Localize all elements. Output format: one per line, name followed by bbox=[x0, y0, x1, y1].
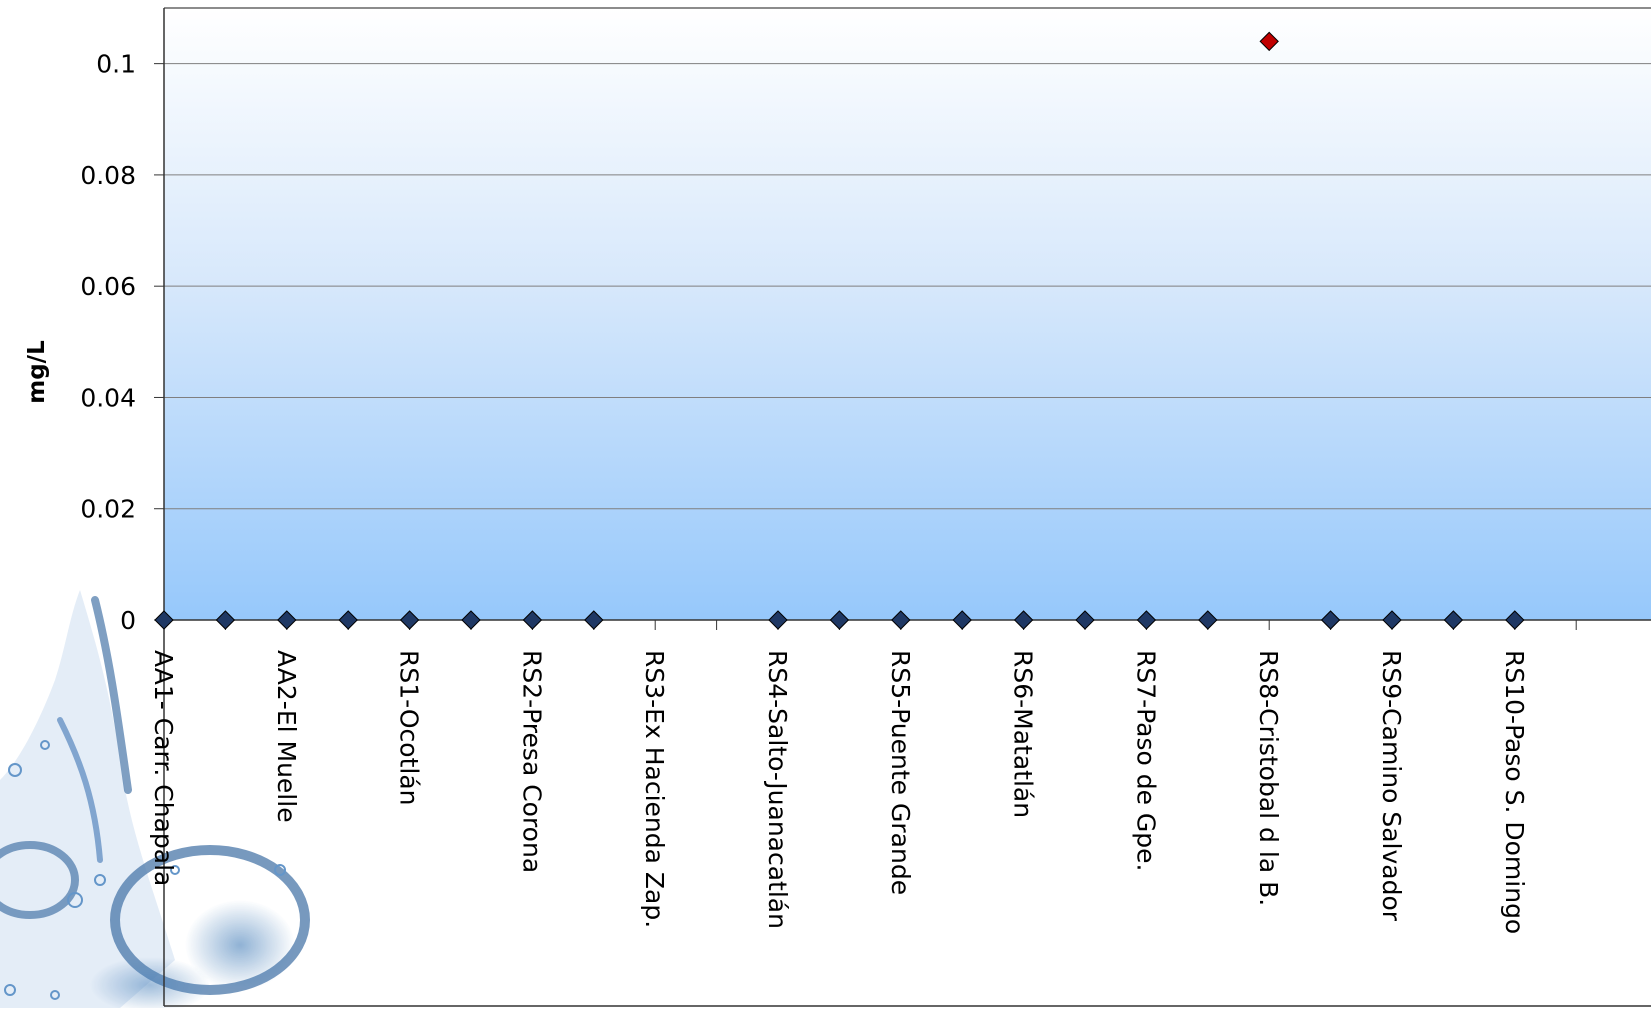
y-tick-label: 0.02 bbox=[80, 495, 136, 524]
data-point-diamond bbox=[1259, 31, 1279, 52]
data-point-diamond bbox=[952, 610, 972, 630]
data-point-diamond bbox=[768, 610, 788, 630]
x-category-label: RS3-Ex Hacienda Zap. bbox=[640, 650, 669, 928]
data-point-diamond bbox=[1382, 610, 1402, 630]
y-tick-label: 0 bbox=[120, 606, 136, 635]
data-point-diamond bbox=[215, 610, 236, 630]
data-point-diamond bbox=[584, 610, 604, 630]
y-axis-title: mg/L bbox=[24, 340, 50, 404]
plot-area bbox=[164, 8, 1651, 620]
data-point-diamond bbox=[1443, 610, 1464, 630]
x-category-label: AA2-El Muelle bbox=[272, 650, 301, 823]
data-point-diamond bbox=[399, 610, 420, 630]
x-category-label: AA1- Carr. Chapala bbox=[149, 650, 178, 886]
data-point-diamond bbox=[277, 610, 297, 630]
x-category-label: RS9-Camino Salvador bbox=[1377, 650, 1406, 922]
x-category-label: RS2-Presa Corona bbox=[517, 650, 546, 873]
x-category-label: RS5-Puente Grande bbox=[886, 650, 915, 895]
data-point-diamond bbox=[1198, 610, 1218, 630]
data-point-diamond bbox=[154, 610, 174, 630]
y-tick-label: 0.1 bbox=[96, 50, 136, 79]
x-category-label: RS1-Ocotlán bbox=[395, 650, 424, 806]
x-category-label: RS4-Salto-Juanacatlán bbox=[763, 650, 792, 929]
data-point-diamond bbox=[1136, 610, 1157, 630]
data-point-diamond bbox=[1013, 610, 1034, 630]
water-splash-decoration bbox=[0, 590, 310, 1012]
x-category-label: RS6-Matatlán bbox=[1009, 650, 1038, 818]
data-point-diamond bbox=[829, 610, 850, 630]
data-point-diamond bbox=[891, 610, 911, 630]
y-tick-label: 0.08 bbox=[80, 161, 136, 190]
x-category-label: RS10-Paso S. Domingo bbox=[1500, 650, 1529, 934]
data-point-diamond bbox=[461, 610, 481, 630]
y-tick-label: 0.06 bbox=[80, 272, 136, 301]
data-point-diamond bbox=[338, 610, 358, 630]
data-point-diamond bbox=[1505, 610, 1525, 630]
data-point-diamond bbox=[1320, 610, 1341, 630]
x-category-label: RS8-Cristobal d la B. bbox=[1254, 650, 1283, 906]
data-point-diamond bbox=[522, 610, 543, 630]
data-point-diamond bbox=[1075, 610, 1095, 630]
y-tick-label: 0.04 bbox=[80, 383, 136, 412]
x-category-label: RS7-Paso de Gpe. bbox=[1131, 650, 1160, 871]
